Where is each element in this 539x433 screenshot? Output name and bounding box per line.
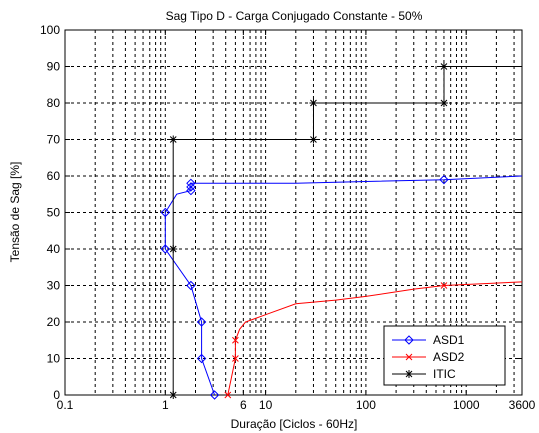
- star-marker-stroke: [405, 370, 413, 378]
- series-asd1-point: [186, 182, 196, 192]
- series-itic-point: [309, 99, 318, 107]
- series-asd1-point: [196, 317, 207, 327]
- series-itic-line: [172, 66, 522, 395]
- x-axis-label: Duração [Ciclos - 60Hz]: [231, 417, 358, 431]
- series-asd2: [224, 281, 523, 399]
- series-asd2-point: [232, 355, 239, 362]
- series-itic-point: [309, 135, 318, 144]
- star-marker-stroke: [169, 136, 177, 143]
- y-tick-label: 20: [47, 315, 61, 329]
- legend-label-asd2: ASD2: [433, 350, 465, 364]
- series-asd2-point: [232, 336, 239, 344]
- legend-label-itic: ITIC: [433, 367, 456, 381]
- series-asd2-line: [227, 281, 523, 396]
- series-layer: [160, 62, 523, 400]
- series-itic-point: [439, 62, 448, 71]
- legend-marker-itic: [405, 370, 413, 378]
- y-tick-label: 40: [47, 242, 61, 256]
- legend: ASD1 ASD2 ITIC: [383, 325, 506, 386]
- y-tick-label: 90: [47, 60, 61, 74]
- series-itic-point: [169, 245, 178, 253]
- y-tick-label: 30: [47, 279, 61, 293]
- x-marker-stroke: [232, 336, 239, 344]
- y-tick-label: 70: [47, 133, 61, 147]
- star-marker-stroke: [310, 99, 317, 107]
- series-asd1-point: [209, 390, 220, 400]
- x-marker-stroke: [405, 353, 413, 361]
- y-tick-label: 0: [53, 388, 60, 402]
- series-asd1-point: [186, 280, 196, 291]
- legend-marker-asd2: [405, 353, 413, 361]
- x-tick-label: 3600: [509, 398, 536, 412]
- x-tick-label: 6: [240, 398, 247, 412]
- series-itic: [169, 62, 522, 399]
- x-tick-label: 1: [162, 398, 169, 412]
- series-asd1-point: [439, 174, 449, 185]
- x-marker-stroke: [440, 282, 448, 289]
- series-itic-point: [439, 99, 448, 107]
- star-marker-stroke: [440, 63, 448, 70]
- star-marker-stroke: [169, 245, 177, 253]
- series-asd2-point: [224, 391, 232, 399]
- series-asd1-point: [160, 244, 171, 254]
- y-axis-label: Tensão de Sag [%]: [8, 162, 22, 263]
- chart-title: Sag Tipo D - Carga Conjugado Constante -…: [166, 9, 423, 23]
- x-tick-label: 100: [356, 398, 376, 412]
- x-tick-label: 10: [259, 398, 273, 412]
- series-asd1-point: [186, 185, 196, 196]
- x-tick-label: 1000: [453, 398, 480, 412]
- y-tick-label: 80: [47, 96, 61, 110]
- legend-item-asd1: ASD1: [392, 333, 465, 347]
- y-tick-label: 60: [47, 169, 61, 183]
- legend-marker-asd1: [404, 335, 414, 345]
- series-asd1-point: [186, 178, 196, 189]
- series-itic-point: [169, 391, 178, 399]
- star-marker-stroke: [169, 391, 177, 399]
- legend-item-itic: ITIC: [392, 367, 456, 381]
- y-tick-label: 50: [47, 206, 61, 220]
- series-itic-point: [169, 135, 178, 144]
- star-marker-stroke: [310, 136, 317, 143]
- series-asd1-point: [196, 353, 207, 364]
- x-marker-stroke: [232, 355, 239, 362]
- x-tick-label: 0.1: [57, 398, 74, 412]
- legend-box: [383, 325, 506, 386]
- series-asd1-point: [160, 207, 171, 218]
- axis-ticks: 0 10 20 30 40 50 60 70 80 90 100 0.1 1 6 10 100 1000 3600: [40, 23, 536, 412]
- x-marker-stroke: [224, 391, 232, 399]
- y-tick-label: 100: [40, 23, 60, 37]
- legend-item-asd2: ASD2: [392, 350, 465, 364]
- series-asd1: [160, 174, 523, 400]
- y-tick-label: 10: [47, 352, 61, 366]
- legend-label-asd1: ASD1: [433, 333, 465, 347]
- series-asd2-point: [440, 282, 448, 289]
- star-marker-stroke: [440, 99, 448, 107]
